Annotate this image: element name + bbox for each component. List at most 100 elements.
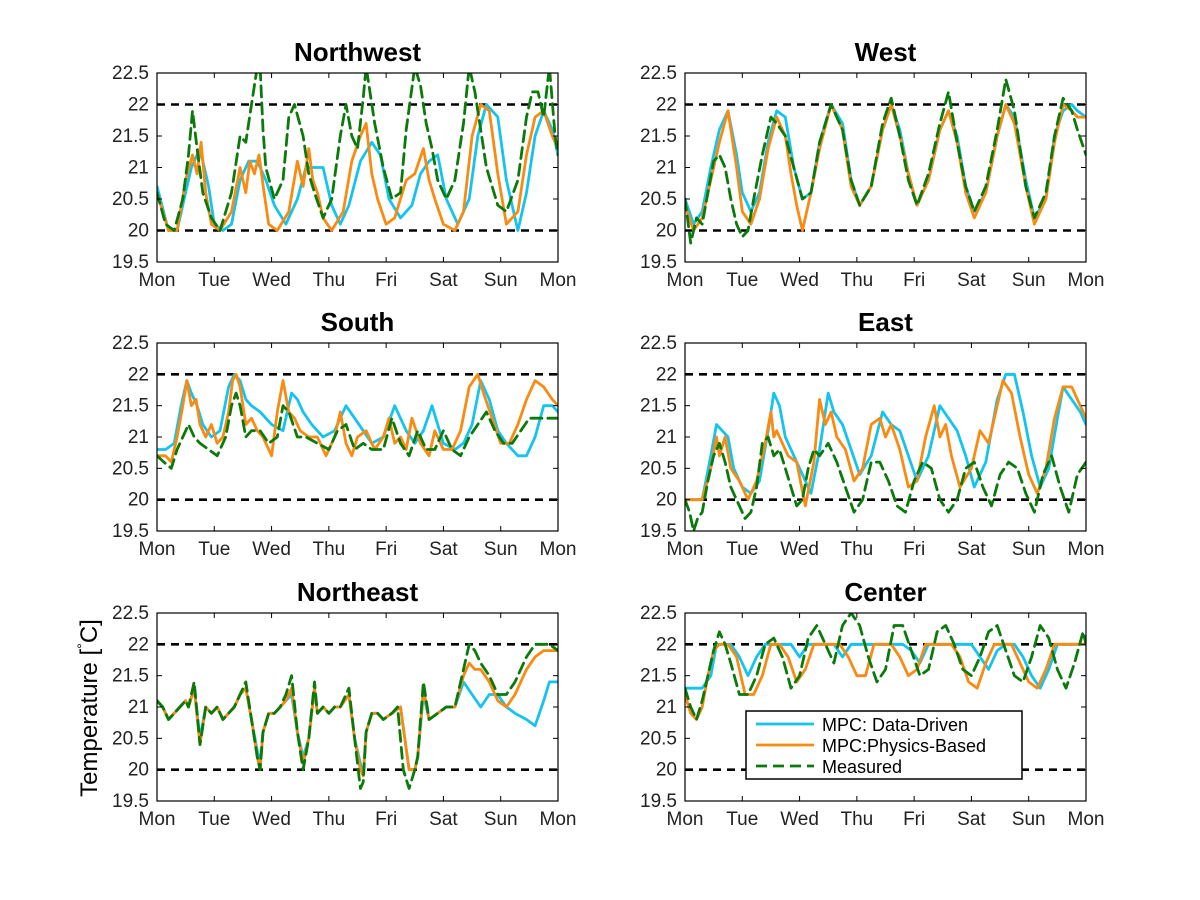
x-tick-label: Mon xyxy=(139,539,176,560)
y-tick-label: 20.5 xyxy=(112,728,149,749)
legend-label-data-driven: MPC: Data-Driven xyxy=(822,715,968,735)
y-tick-label: 21.5 xyxy=(640,396,677,417)
y-tick-label: 22 xyxy=(128,95,149,116)
y-tick-label: 21 xyxy=(656,697,677,718)
legend-label-physics-based: MPC:Physics-Based xyxy=(822,736,986,756)
x-tick-label: Tue xyxy=(198,809,230,830)
series-line-measured xyxy=(157,642,558,790)
series-group-northeast xyxy=(157,642,558,790)
y-tick-label: 20 xyxy=(128,490,149,511)
y-tick-label: 22.5 xyxy=(112,603,149,624)
x-tick-label: Mon xyxy=(1068,270,1105,291)
x-tick-label: Wed xyxy=(252,270,291,291)
y-tick-label: 20 xyxy=(656,490,677,511)
x-tick-label: Sat xyxy=(429,809,458,830)
y-tick-label: 22.5 xyxy=(112,63,149,84)
y-tick-label: 20.5 xyxy=(112,189,149,210)
x-tick-label: Tue xyxy=(726,539,758,560)
series-group-south xyxy=(157,372,558,470)
y-tick-label: 22.5 xyxy=(640,63,677,84)
y-tick-label: 22.5 xyxy=(112,333,149,354)
x-tick-label: Thu xyxy=(840,270,873,291)
x-tick-label: Fri xyxy=(903,539,925,560)
x-tick-label: Sat xyxy=(957,809,986,830)
y-tick-label: 19.5 xyxy=(112,521,149,542)
y-tick-label: 21.5 xyxy=(640,666,677,687)
y-tick-label: 20.5 xyxy=(640,458,677,479)
x-tick-label: Sat xyxy=(957,270,986,291)
y-tick-label: 22 xyxy=(656,364,677,385)
x-tick-label: Sat xyxy=(957,539,986,560)
y-tick-label: 20 xyxy=(656,760,677,781)
x-tick-label: Fri xyxy=(375,270,397,291)
y-tick-label: 21.5 xyxy=(112,396,149,417)
y-tick-label: 21 xyxy=(128,427,149,448)
chart-title-south: South xyxy=(321,307,395,337)
y-axis-label-degree: ° xyxy=(74,643,90,649)
x-tick-label: Wed xyxy=(780,809,819,830)
series-line-physics-based xyxy=(157,103,558,232)
panel-northeast: Mon Tue Wed Thu Fri Sat Sun Mon19.52020.52121.5… xyxy=(112,577,576,830)
y-tick-label: 21.5 xyxy=(112,126,149,147)
legend: MPC: Data-DrivenMPC:Physics-BasedMeasure… xyxy=(745,710,1023,780)
y-tick-label: 21 xyxy=(128,158,149,179)
x-tick-label: Sun xyxy=(1012,809,1046,830)
y-tick-label: 22.5 xyxy=(640,603,677,624)
y-tick-label: 20.5 xyxy=(640,728,677,749)
y-tick-label: 19.5 xyxy=(640,521,677,542)
x-tick-label: Fri xyxy=(903,270,925,291)
x-tick-label: Sun xyxy=(1012,270,1046,291)
x-tick-label: Wed xyxy=(252,809,291,830)
x-tick-label: Mon xyxy=(540,809,577,830)
chart-title-center: Center xyxy=(844,577,926,607)
chart-title-east: East xyxy=(858,307,913,337)
x-tick-label: Thu xyxy=(840,809,873,830)
x-tick-label: Thu xyxy=(312,539,345,560)
x-tick-label: Mon xyxy=(1068,539,1105,560)
series-group-east xyxy=(685,372,1086,531)
x-tick-label: Mon xyxy=(667,809,704,830)
y-axis-label-text: Temperature [ xyxy=(76,648,103,796)
panel-center: Mon Tue Wed Thu Fri Sat Sun Mon19.52020.52121.5… xyxy=(640,577,1104,830)
series-line-measured xyxy=(685,435,1086,531)
x-tick-label: Thu xyxy=(840,539,873,560)
y-tick-label: 21.5 xyxy=(640,126,677,147)
y-axis-label: Temperature [°C] xyxy=(74,619,103,797)
x-tick-label: Fri xyxy=(375,809,397,830)
y-tick-label: 20 xyxy=(128,221,149,242)
x-tick-label: Sun xyxy=(484,809,518,830)
panel-west: Mon Tue Wed Thu Fri Sat Sun Mon19.52020.52121.5… xyxy=(640,37,1104,291)
x-tick-label: Mon xyxy=(139,270,176,291)
series-line-physics-based xyxy=(685,642,1086,721)
y-tick-label: 21 xyxy=(656,158,677,179)
y-tick-label: 22.5 xyxy=(640,333,677,354)
series-group-west xyxy=(685,77,1086,245)
series-group-northwest xyxy=(157,73,558,232)
y-tick-label: 19.5 xyxy=(112,791,149,812)
y-tick-label: 20.5 xyxy=(112,458,149,479)
series-line-physics-based xyxy=(685,379,1086,508)
x-tick-label: Thu xyxy=(312,270,345,291)
y-tick-label: 20 xyxy=(128,760,149,781)
chart-title-northwest: Northwest xyxy=(294,37,421,67)
x-tick-label: Sun xyxy=(484,539,518,560)
x-tick-label: Tue xyxy=(198,270,230,291)
x-tick-label: Mon xyxy=(540,539,577,560)
x-tick-label: Wed xyxy=(252,539,291,560)
x-tick-label: Mon xyxy=(667,539,704,560)
x-tick-label: Mon xyxy=(139,809,176,830)
y-tick-label: 22 xyxy=(656,95,677,116)
x-tick-label: Sun xyxy=(484,270,518,291)
series-group-center xyxy=(685,613,1086,721)
panels: Mon Tue Wed Thu Fri Sat Sun Mon19.52020.52121.5… xyxy=(112,37,1104,830)
y-tick-label: 19.5 xyxy=(640,791,677,812)
x-tick-label: Mon xyxy=(540,270,577,291)
x-tick-label: Tue xyxy=(198,539,230,560)
series-line-measured xyxy=(157,391,558,470)
x-tick-label: Mon xyxy=(667,270,704,291)
x-tick-label: Sun xyxy=(1012,539,1046,560)
series-line-measured xyxy=(157,73,558,232)
x-tick-label: Fri xyxy=(903,809,925,830)
series-line-measured xyxy=(685,77,1086,245)
